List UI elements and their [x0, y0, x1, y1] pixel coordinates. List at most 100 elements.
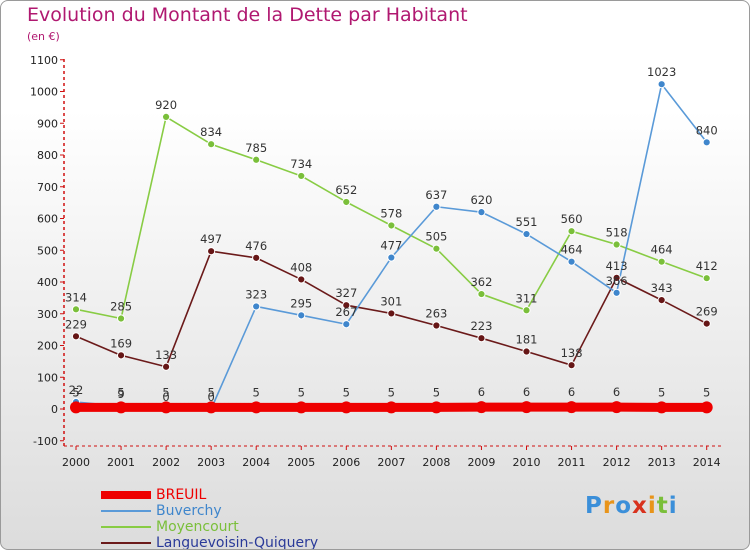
point-breuil — [160, 401, 173, 414]
point-moyencourt — [477, 289, 486, 299]
point-languevoisin-quiquery — [702, 319, 711, 328]
data-label-breuil: 5 — [298, 385, 305, 399]
x-tick-label: 2007 — [377, 456, 405, 469]
data-label-buverchy: 22 — [69, 383, 84, 397]
data-label-moyencourt: 314 — [65, 290, 87, 304]
point-breuil — [295, 401, 308, 414]
data-label-languevoisin-quiquery: 169 — [110, 336, 132, 350]
point-moyencourt — [297, 171, 306, 181]
point-languevoisin-quiquery — [252, 253, 261, 262]
y-tick-label: 800 — [37, 149, 58, 162]
point-moyencourt — [387, 221, 396, 230]
data-label-moyencourt: 362 — [470, 275, 492, 289]
point-moyencourt — [432, 244, 441, 253]
point-moyencourt — [702, 274, 711, 283]
data-label-breuil: 6 — [613, 385, 620, 399]
data-label-languevoisin-quiquery: 223 — [470, 319, 492, 333]
x-tick-label: 2000 — [62, 456, 90, 469]
data-label-languevoisin-quiquery: 408 — [290, 260, 312, 274]
x-tick-label: 2003 — [197, 456, 225, 469]
logo-letter: i — [668, 493, 678, 519]
series-markers — [70, 80, 713, 414]
point-breuil — [205, 401, 218, 414]
proxiti-logo: Proxiti — [585, 493, 678, 519]
data-label-moyencourt: 285 — [110, 300, 132, 314]
data-label-buverchy: 551 — [516, 215, 538, 229]
point-buverchy — [567, 257, 576, 266]
legend-label-breuil: BREUIL — [156, 487, 207, 503]
point-buverchy — [612, 288, 621, 297]
point-buverchy — [342, 320, 351, 329]
point-languevoisin-quiquery — [162, 362, 171, 371]
data-label-languevoisin-quiquery: 269 — [696, 305, 718, 319]
data-label-buverchy: 323 — [245, 287, 267, 301]
point-languevoisin-quiquery — [342, 301, 351, 310]
chart-title: Evolution du Montant de la Dette par Hab… — [27, 4, 468, 26]
data-label-buverchy: 295 — [290, 296, 312, 310]
y-tick-label: 0 — [51, 403, 58, 416]
y-tick-label: 900 — [37, 117, 58, 130]
x-tick-label: 2011 — [558, 456, 586, 469]
point-languevoisin-quiquery — [116, 351, 126, 360]
x-tick-label: 2006 — [332, 456, 360, 469]
point-buverchy — [702, 138, 711, 147]
data-label-languevoisin-quiquery: 138 — [561, 346, 583, 360]
legend-label-languevoisin-quiquery: Languevoisin-Quiquery — [156, 535, 319, 550]
point-moyencourt — [342, 197, 351, 207]
point-moyencourt — [612, 240, 621, 249]
data-label-moyencourt: 734 — [290, 157, 312, 171]
data-label-buverchy: 840 — [696, 123, 718, 137]
point-breuil — [430, 401, 443, 414]
data-label-breuil: 5 — [253, 385, 260, 399]
data-label-breuil: 5 — [388, 385, 395, 399]
data-label-moyencourt: 652 — [335, 183, 357, 197]
point-breuil — [385, 401, 398, 414]
legend-label-buverchy: Buverchy — [156, 503, 222, 519]
point-buverchy — [432, 202, 441, 211]
legend-swatch-moyencourt — [101, 526, 151, 528]
point-languevoisin-quiquery — [297, 275, 306, 284]
data-label-moyencourt: 920 — [155, 98, 177, 112]
data-label-buverchy: 464 — [561, 243, 583, 257]
data-label-languevoisin-quiquery: 343 — [651, 281, 673, 295]
data-label-breuil: 5 — [343, 385, 350, 399]
point-moyencourt — [522, 306, 531, 315]
data-label-moyencourt: 834 — [200, 125, 222, 139]
point-buverchy — [297, 311, 306, 320]
point-languevoisin-quiquery — [612, 273, 621, 282]
data-label-languevoisin-quiquery: 413 — [606, 259, 628, 273]
logo-letter: r — [602, 493, 616, 519]
x-tick-label: 2001 — [107, 456, 135, 469]
point-languevoisin-quiquery — [432, 321, 441, 330]
data-label-moyencourt: 578 — [380, 206, 402, 220]
legend-item-buverchy: Buverchy — [101, 503, 318, 519]
data-label-moyencourt: 518 — [606, 226, 628, 240]
data-label-buverchy: 477 — [380, 239, 402, 253]
data-label-moyencourt: 311 — [516, 291, 538, 305]
point-languevoisin-quiquery — [477, 334, 486, 343]
data-label-languevoisin-quiquery: 476 — [245, 239, 267, 253]
point-moyencourt — [207, 140, 216, 149]
legend-swatch-buverchy — [101, 510, 151, 512]
legend-label-moyencourt: Moyencourt — [156, 519, 239, 535]
point-breuil — [610, 401, 623, 414]
data-label-languevoisin-quiquery: 497 — [200, 232, 222, 246]
x-tick-label: 2013 — [648, 456, 676, 469]
point-breuil — [700, 401, 713, 414]
y-tick-label: 1100 — [30, 54, 58, 67]
data-label-buverchy: 9 — [117, 387, 124, 401]
x-tick-label: 2012 — [603, 456, 631, 469]
data-label-buverchy: 366 — [606, 274, 628, 288]
data-label-buverchy: 267 — [335, 305, 357, 319]
x-tick-label: 2002 — [152, 456, 180, 469]
data-label-languevoisin-quiquery: 229 — [65, 317, 87, 331]
data-label-breuil: 5 — [703, 385, 710, 399]
data-label-breuil: 5 — [658, 385, 665, 399]
data-label-moyencourt: 785 — [245, 141, 267, 155]
point-breuil — [520, 401, 533, 414]
data-label-breuil: 5 — [433, 385, 440, 399]
legend-item-moyencourt: Moyencourt — [101, 519, 318, 535]
data-labels: 3142859208347857346525785053623115605184… — [65, 65, 718, 404]
data-label-languevoisin-quiquery: 263 — [425, 306, 447, 320]
